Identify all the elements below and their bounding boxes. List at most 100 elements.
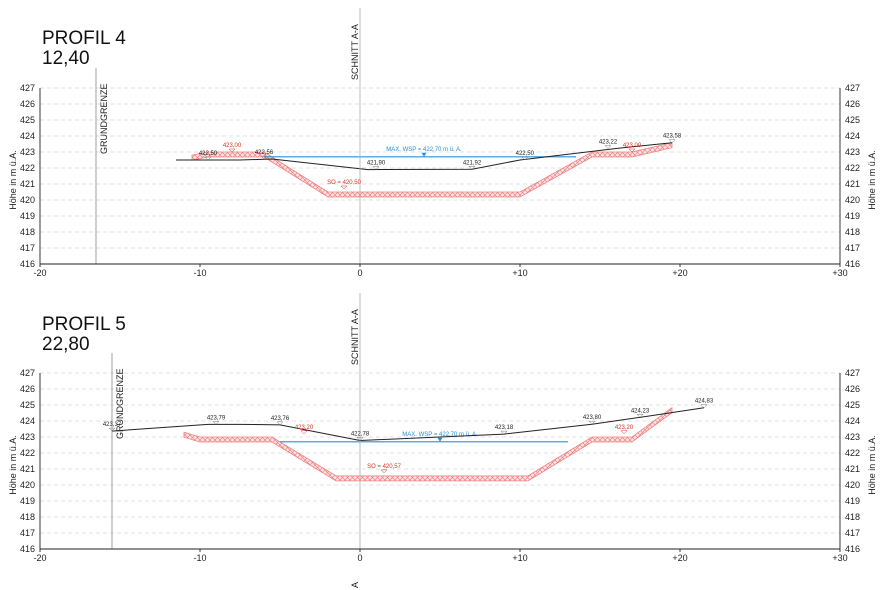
profile-4-grid [40,87,840,249]
y-tick-label-left: 424 [20,416,35,426]
bottom-stray-label: A [350,582,360,588]
y-axis-label-left: Höhe in m ü.A. [8,435,18,495]
elevation-marker [276,421,284,426]
y-tick-label-left: 424 [20,131,35,141]
profile-4-axes: 416 416 417 417 418 418 419 419 420 420 421 421 422 4… [8,83,877,278]
elevation-label: 422,50 [516,151,535,157]
elevation-label: 423,20 [615,425,634,431]
elevation-marker [212,421,220,425]
section-line-label: SCHNITT A-A [350,309,360,365]
y-tick-label-left: 417 [20,528,35,538]
profile-5-title: PROFIL 5 [42,314,126,335]
y-tick-label-right: 426 [845,99,860,109]
x-tick-label: +30 [832,268,847,278]
profile-4-terrain-line [176,142,673,171]
water-level-marker [437,437,443,442]
profile-5-station: 22,80 [42,334,90,355]
profile-5-axes: 416 416 417 417 418 418 419 419 420 420 421 421 422 4… [8,368,877,563]
elevation-label: 423,79 [207,415,226,421]
elevation-marker [260,155,268,160]
y-tick-label-right: 417 [845,243,860,253]
profile-4-design-section [191,142,673,198]
elevation-marker [300,430,308,435]
elevation-label: 423,00 [223,143,242,149]
y-tick-label-left: 427 [20,368,35,378]
y-tick-label-right: 422 [845,163,860,173]
y-tick-label-left: 425 [20,400,35,410]
elevation-label: 423,20 [295,425,314,431]
elevation-label: 423,58 [663,134,682,140]
y-tick-label-right: 423 [845,147,860,157]
y-tick-label-left: 420 [20,195,35,205]
y-tick-label-right: 426 [845,384,860,394]
y-tick-label-right: 420 [845,480,860,490]
elevation-marker [380,469,388,474]
x-tick-label: -20 [33,553,46,563]
elevation-marker [356,437,364,441]
elevation-marker [620,430,628,435]
x-tick-label: +30 [832,553,847,563]
y-tick-label-left: 420 [20,480,35,490]
y-tick-label-right: 418 [845,512,860,522]
elevation-label: 423,18 [495,425,514,431]
profile-4-station: 12,40 [42,48,90,69]
y-axis-label-right: Höhe in m ü.A. [867,150,877,210]
elevation-label: 421,92 [463,160,482,166]
y-tick-label-left: 418 [20,512,35,522]
y-tick-label-right: 427 [845,368,860,378]
y-tick-label-right: 421 [845,179,860,189]
y-tick-label-left: 423 [20,147,35,157]
elevation-marker [636,414,644,418]
x-tick-label: +20 [672,268,687,278]
y-tick-label-left: 422 [20,448,35,458]
elevation-marker [521,156,529,161]
elevation-label: 424,23 [631,408,650,414]
property-boundary-label: GRUNDGRENZE [115,368,125,439]
y-tick-label-right: 423 [845,432,860,442]
y-tick-label-left: 421 [20,179,35,189]
x-tick-label: 0 [357,268,362,278]
profile-4-reference-lines: GRUNDGRENZE SCHNITT A-A [95,8,361,264]
property-boundary-label: GRUNDGRENZE [99,83,109,154]
elevation-label: 423,80 [583,415,602,421]
y-tick-label-right: 424 [845,416,860,426]
elevation-label: 423,22 [599,139,618,145]
profile-5-panel: PROFIL 5 22,80 MAX. WSP = 422,70 m ü. A.… [8,293,877,563]
y-tick-label-left: 419 [20,211,35,221]
section-line-label: SCHNITT A-A [350,24,360,80]
y-tick-label-left: 416 [20,259,35,269]
y-tick-label-right: 421 [845,464,860,474]
y-tick-label-right: 419 [845,496,860,506]
x-tick-label: -10 [193,268,206,278]
y-tick-label-right: 427 [845,83,860,93]
elevation-marker [500,430,508,435]
y-tick-label-left: 427 [20,83,35,93]
y-tick-label-right: 425 [845,400,860,410]
water-level-label: MAX. WSP = 422,70 m ü. A. [402,432,478,438]
profile-5-grid [40,372,840,534]
bed-level-label: SO = 420,57 [367,464,402,470]
elevation-label: 423,00 [623,143,642,149]
y-axis-label-right: Höhe in m ü.A. [867,435,877,495]
y-tick-label-right: 416 [845,259,860,269]
x-tick-label: -10 [193,553,206,563]
y-tick-label-left: 426 [20,384,35,394]
terrain-polyline [176,142,673,171]
x-tick-label: +20 [672,553,687,563]
profile-5-water-level: MAX. WSP = 422,70 m ü. A. [280,432,568,443]
profile-4-title: PROFIL 4 [42,28,126,49]
water-level-marker [421,152,427,157]
design-section-band [191,142,673,198]
x-tick-label: -20 [33,268,46,278]
y-tick-label-right: 416 [845,544,860,554]
elevation-marker [204,156,212,161]
profile-4-annotations: 422,50 423,00 422,56 421,90 421,92 422,50 423,… [199,134,682,190]
y-tick-label-left: 418 [20,227,35,237]
y-axis-label-left: Höhe in m ü.A. [8,150,18,210]
elevation-marker [372,166,380,170]
elevation-label: 422,50 [199,151,218,157]
bed-level-label: SO = 420,50 [327,180,362,186]
x-tick-label: 0 [357,553,362,563]
y-tick-label-left: 425 [20,115,35,125]
